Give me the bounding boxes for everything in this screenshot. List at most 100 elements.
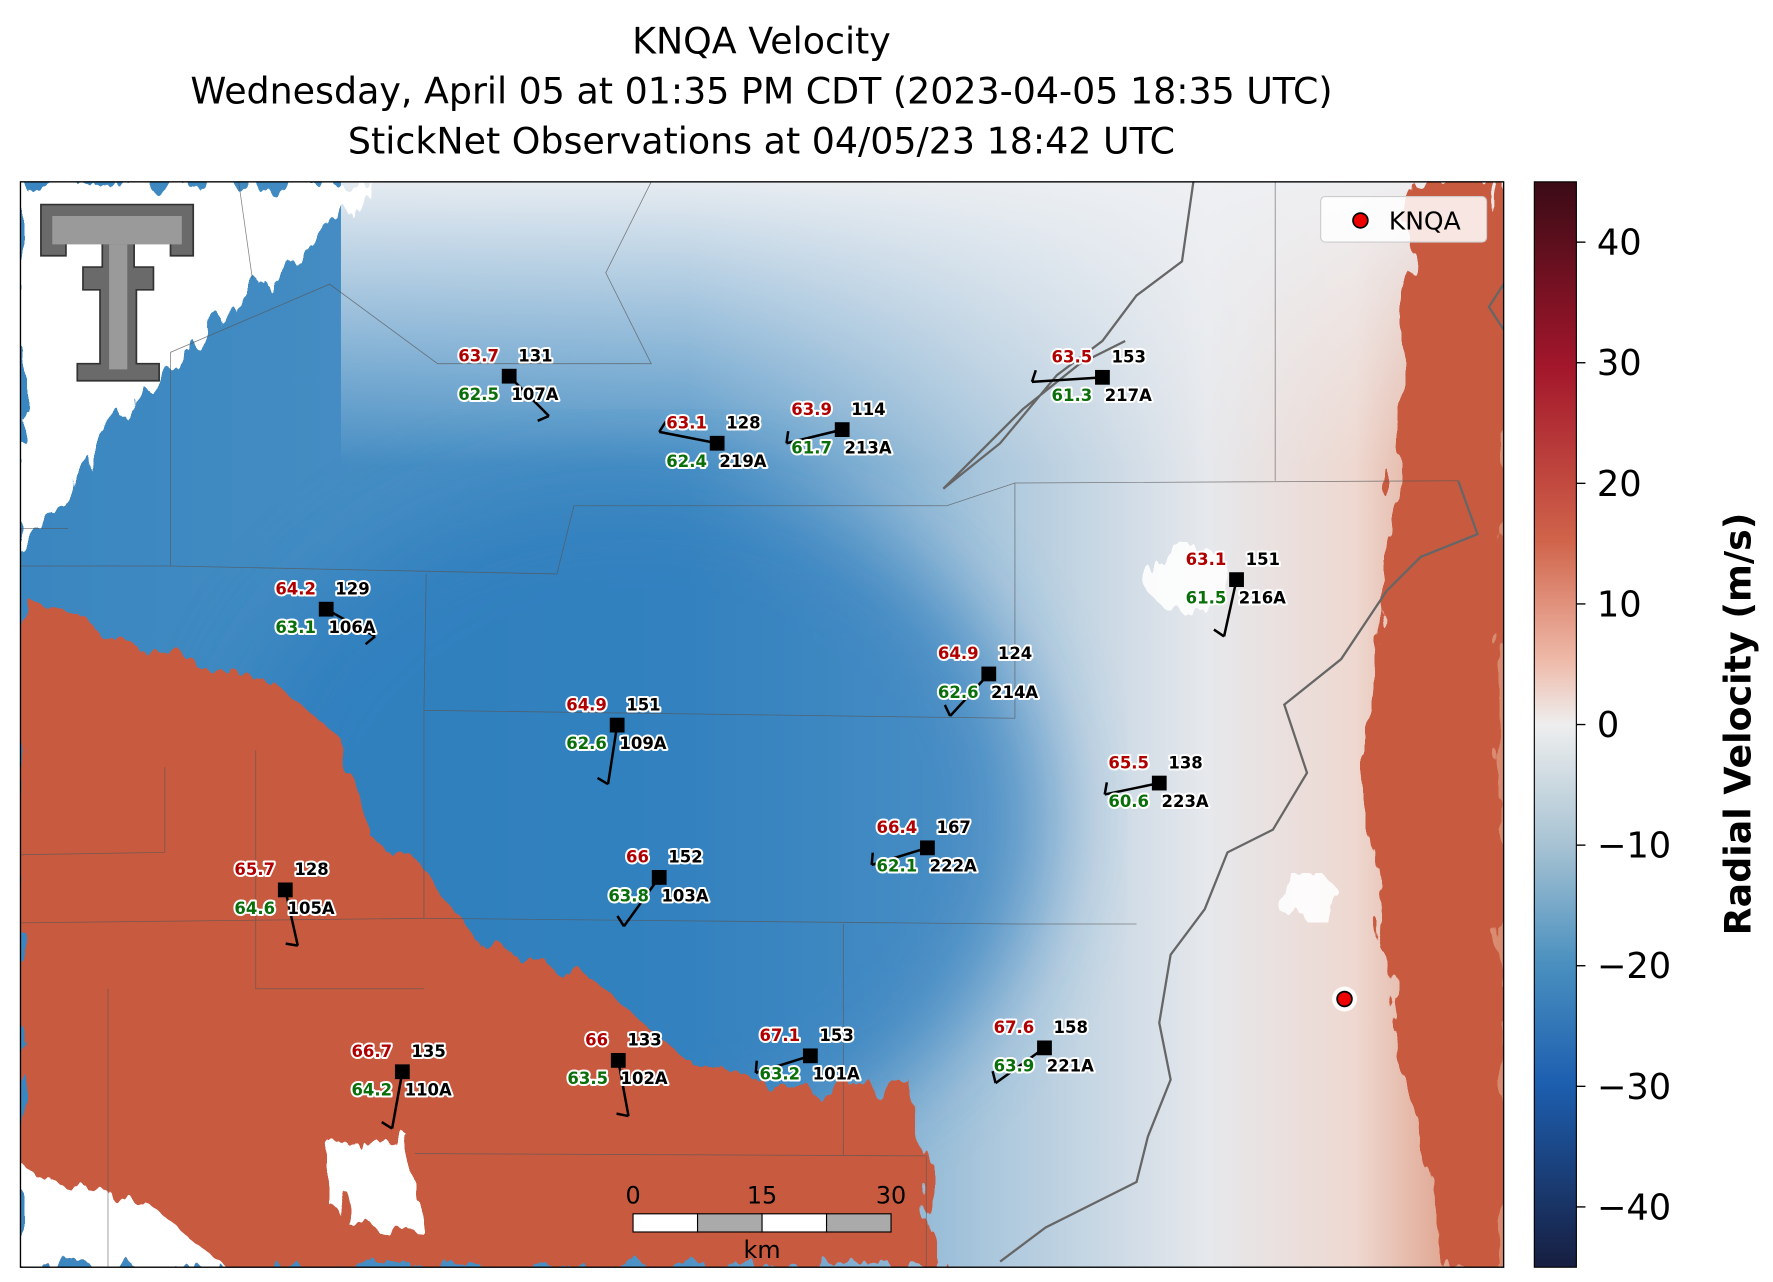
subtitle: Wednesday, April 05 at 01:35 PM CDT (202… <box>190 69 1332 112</box>
radar-field <box>20 181 1504 1268</box>
station-value: 128 <box>294 860 328 879</box>
station-marker <box>709 435 725 451</box>
station-marker <box>651 870 667 885</box>
station-id: 102A <box>621 1069 668 1088</box>
colorbar-tick-label: 20 <box>1597 464 1642 505</box>
wind-barb <box>786 428 843 445</box>
station-value: 138 <box>1168 753 1202 772</box>
station-id: 221A <box>1047 1057 1094 1076</box>
scale-unit: km <box>744 1236 781 1264</box>
station-id: 110A <box>405 1081 452 1100</box>
station-value: 129 <box>335 579 369 598</box>
dewpoint: 64.6 <box>234 899 275 918</box>
colorbar-label: Radial Velocity (m/s) <box>1716 513 1759 936</box>
temperature: 66 <box>585 1031 608 1050</box>
temperature: 66 <box>626 848 649 867</box>
station-id: 222A <box>930 857 977 876</box>
wind-barb <box>1031 376 1103 384</box>
wind-barb-flag <box>616 1112 629 1118</box>
scale-tick-label: 30 <box>876 1182 906 1210</box>
stations: 63.7 131 62.5 107A 63.1 128 62.4 219A 63.9 114 61.… <box>232 344 1288 1130</box>
colorbar-tick-label: 40 <box>1597 223 1642 264</box>
scale-segment <box>632 1213 699 1233</box>
station-value: 151 <box>626 695 660 714</box>
station-marker <box>1037 1040 1052 1056</box>
station-marker <box>609 717 625 733</box>
station-id: 103A <box>661 886 708 905</box>
temperature: 63.1 <box>1186 550 1227 569</box>
legend-label: KNQA <box>1389 207 1461 236</box>
wind-barb-flag <box>381 1121 393 1130</box>
dewpoint: 62.4 <box>666 452 707 471</box>
station-id: 216A <box>1239 588 1286 607</box>
dewpoint: 62.6 <box>938 683 979 702</box>
wind-barb <box>1222 579 1238 637</box>
wind-barb <box>622 876 661 927</box>
dewpoint: 61.7 <box>791 438 832 457</box>
colorbar-tick-label: 30 <box>1597 343 1642 384</box>
station-value: 114 <box>851 400 885 419</box>
station-marker <box>394 1064 410 1080</box>
station-id: 213A <box>844 438 891 457</box>
wind-barb-flag <box>943 704 952 717</box>
wind-barb-flag <box>616 915 626 927</box>
scale-segment <box>825 1213 892 1233</box>
wind-barb-flag <box>785 430 790 444</box>
station-value: 158 <box>1054 1018 1088 1037</box>
station-value: 135 <box>411 1042 445 1061</box>
scale-bar: 0 15 30 km <box>625 1182 906 1265</box>
temperature: 65.7 <box>234 860 275 879</box>
station-marker <box>277 882 293 898</box>
wind-barb <box>871 846 928 867</box>
wind-barb <box>617 1060 630 1117</box>
station-value: 124 <box>998 644 1032 663</box>
station-marker <box>1151 775 1167 791</box>
temperature: 63.1 <box>666 413 707 432</box>
map-frame <box>19 181 1505 1268</box>
station-id: 214A <box>991 683 1038 702</box>
wind-barb-flag <box>1030 369 1037 383</box>
temperature: 64.2 <box>275 579 316 598</box>
dewpoint: 61.3 <box>1052 386 1093 405</box>
temperature: 67.6 <box>994 1018 1035 1037</box>
dewpoint: 62.1 <box>877 857 918 876</box>
station-value: 133 <box>627 1031 661 1050</box>
station-value: 153 <box>1112 348 1146 367</box>
temperature: 64.9 <box>938 644 979 663</box>
temperature: 64.9 <box>566 695 607 714</box>
dewpoint: 60.6 <box>1108 792 1149 811</box>
dewpoint: 63.1 <box>275 618 316 637</box>
station-value: 152 <box>668 848 702 867</box>
station-id: 101A <box>813 1065 860 1084</box>
temperature: 63.7 <box>458 346 499 365</box>
dewpoint: 62.5 <box>458 385 499 404</box>
dewpoint: 63.9 <box>994 1057 1035 1076</box>
station-marker <box>1095 369 1110 385</box>
colorbar-tick-label: −10 <box>1597 826 1671 867</box>
subtitle: StickNet Observations at 04/05/23 18:42 … <box>348 119 1175 162</box>
station-id: 219A <box>719 452 766 471</box>
wind-barb <box>390 1071 404 1129</box>
wind-barb-flag <box>364 635 376 646</box>
station-id: 109A <box>619 734 666 753</box>
dewpoint: 63.5 <box>567 1069 608 1088</box>
station-marker <box>802 1048 818 1064</box>
wind-barb <box>284 889 299 946</box>
station-value: 128 <box>726 413 760 432</box>
wind-barb <box>755 1054 811 1075</box>
colorbar-tick-label: 0 <box>1597 705 1619 746</box>
station-marker <box>834 422 850 437</box>
scale-tick-label: 15 <box>747 1182 777 1210</box>
station-marker <box>1229 572 1244 588</box>
title: KNQA Velocity <box>632 19 891 62</box>
wind-barb <box>1104 781 1160 796</box>
station-marker <box>920 840 935 856</box>
station-id: 105A <box>288 899 335 918</box>
dewpoint: 61.5 <box>1186 588 1227 607</box>
station-value: 153 <box>819 1026 853 1045</box>
dewpoint: 64.2 <box>351 1081 392 1100</box>
scale-segment <box>696 1213 763 1233</box>
scale-segment <box>761 1213 828 1233</box>
wind-barb-flag <box>870 852 874 865</box>
